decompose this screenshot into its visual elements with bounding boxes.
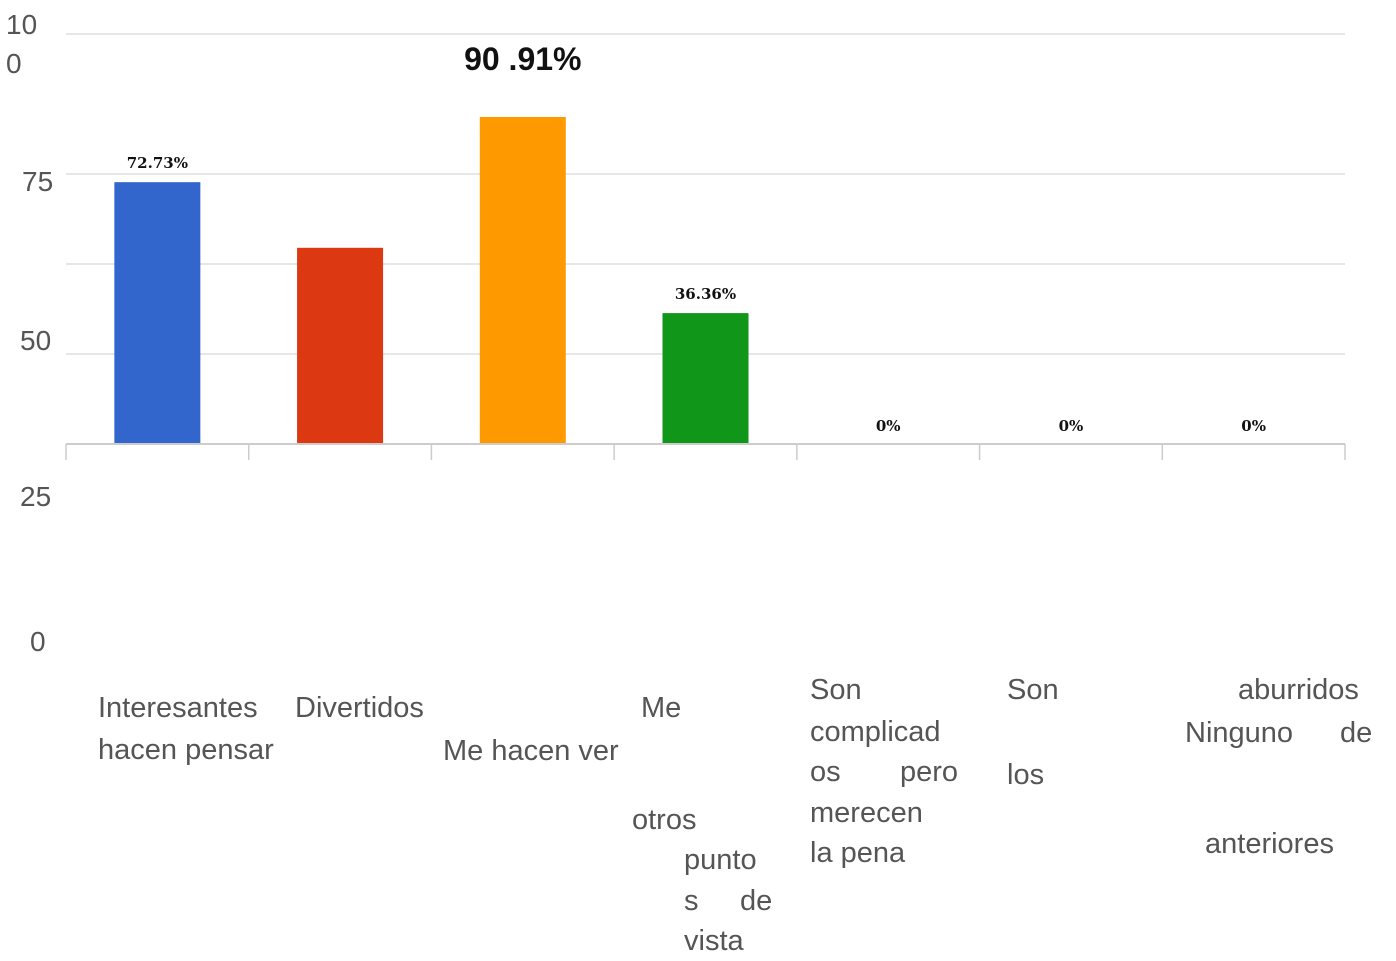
category-label-pero: pero (900, 756, 959, 788)
bar-0 (114, 182, 201, 444)
category-label-os: os (810, 756, 841, 788)
category-label-interesantes: Interesantes (98, 692, 258, 724)
data-label-0: 72.73% (127, 154, 188, 172)
data-label-5: 0% (1059, 417, 1084, 435)
category-label-ninguno: Ninguno (1185, 717, 1294, 749)
category-label-anteriores: anteriores (1205, 828, 1334, 860)
y-tick-label-2: 50 (20, 325, 51, 356)
data-labels: 72.73% 90 .91% 36.36% 0% 0% 0% (127, 41, 1266, 435)
x-axis (65, 443, 1346, 460)
category-label-de: de (740, 885, 773, 917)
data-label-6: 0% (1241, 417, 1266, 435)
y-axis: 10 0 75 50 25 0 (6, 9, 53, 657)
bars (114, 117, 749, 444)
category-label-son-1: Son (810, 674, 862, 706)
category-label-son-2: Son (1007, 674, 1059, 706)
data-label-4: 0% (876, 417, 901, 435)
category-label-de-2: de (1340, 717, 1373, 749)
category-label-divertidos: Divertidos (295, 692, 424, 724)
category-label-los: los (1007, 759, 1045, 791)
data-label-3: 36.36% (675, 285, 736, 303)
category-label-s: s (684, 885, 699, 917)
category-label-aburridos: aburridos (1238, 674, 1359, 706)
bar-2 (479, 117, 566, 444)
bar-3 (662, 313, 749, 444)
y-tick-label-4: 0 (30, 626, 46, 657)
data-label-2: 90 .91% (464, 41, 581, 77)
category-label-me: Me (641, 692, 682, 724)
category-label-me-hacen-ver: Me hacen ver (443, 735, 619, 767)
y-tick-label-0: 10 0 (6, 9, 37, 79)
category-label-hacen-pensar: hacen pensar (98, 734, 274, 766)
bar-1 (297, 247, 384, 444)
category-label-complicad: complicad (810, 716, 941, 748)
category-label-la-pena: la pena (810, 837, 906, 869)
category-label-merecen: merecen (810, 797, 923, 829)
category-label-otros: otros (632, 804, 697, 836)
category-label-punto: punto (684, 844, 757, 876)
y-tick-label-1: 75 (22, 166, 53, 197)
category-label-vista: vista (684, 925, 744, 957)
y-tick-label-3: 25 (20, 481, 51, 512)
gridlines (66, 33, 1345, 355)
